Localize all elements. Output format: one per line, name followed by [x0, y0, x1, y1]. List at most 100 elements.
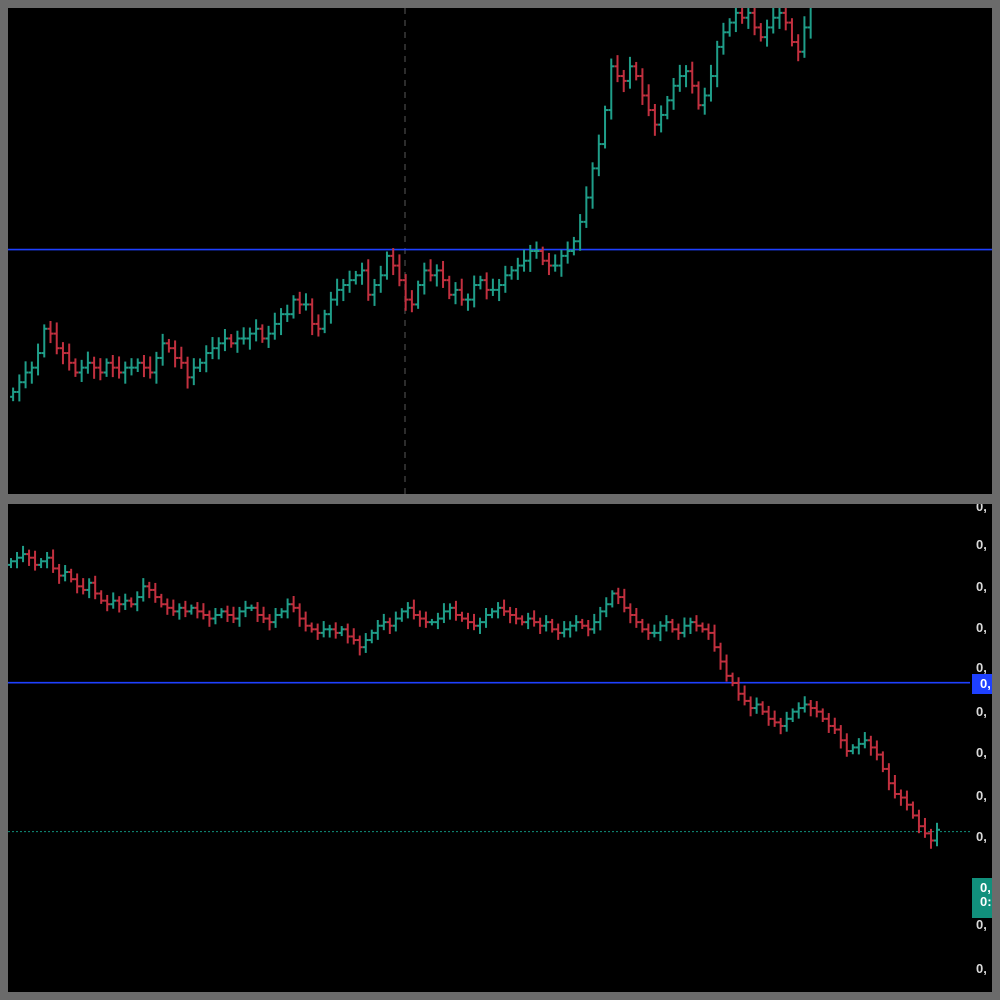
ohlc-bar: [561, 621, 568, 638]
ohlc-bar: [74, 573, 81, 594]
last-price-badge-line-2: 0:: [980, 894, 992, 909]
ohlc-bar: [705, 623, 712, 640]
ohlc-bar: [788, 18, 795, 47]
ohlc-bar: [109, 355, 116, 378]
ohlc-bar: [344, 623, 351, 644]
ohlc-bar: [134, 591, 141, 612]
ohlc-bar: [170, 599, 177, 616]
ohlc-bar: [182, 600, 189, 618]
ohlc-bar: [53, 322, 60, 355]
ohlc-bar: [699, 622, 706, 633]
ohlc-bar: [410, 599, 417, 620]
ohlc-bar: [365, 259, 372, 301]
ohlc-bar: [608, 58, 615, 120]
ohlc-bar: [383, 251, 390, 280]
ohlc-bar: [552, 254, 559, 272]
ohlc-bar: [147, 356, 154, 379]
ohlc-bar: [92, 575, 99, 600]
ohlc-bar: [570, 236, 577, 256]
ohlc-bar: [651, 624, 658, 638]
ohlc-bar: [533, 241, 540, 259]
ohlc-bar: [421, 262, 428, 295]
ohlc-bar: [633, 607, 640, 628]
ohlc-bar: [128, 358, 135, 376]
ohlc-bar: [464, 612, 471, 630]
ohlc-bar: [776, 8, 783, 29]
ohlc-bar: [32, 550, 39, 571]
ohlc-bar: [212, 607, 219, 625]
ohlc-bar: [675, 623, 682, 640]
ohlc-bar: [404, 602, 411, 619]
ohlc-bar: [521, 249, 528, 272]
ohlc-bar: [28, 361, 35, 384]
ohlc-bar: [639, 68, 646, 105]
ohlc-bar: [296, 291, 303, 314]
ohlc-bar: [396, 254, 403, 287]
y-axis-tick-label: 0,: [976, 504, 987, 514]
ohlc-bar: [284, 304, 291, 322]
ohlc-bar: [415, 280, 422, 309]
ohlc-bar: [782, 8, 789, 31]
ohlc-bar: [720, 22, 727, 55]
ohlc-bar: [707, 64, 714, 102]
ohlc-bar: [819, 708, 826, 723]
ohlc-bar: [501, 599, 508, 616]
ohlc-bar: [188, 604, 195, 615]
ohlc-bar: [695, 81, 702, 110]
ohlc-bar: [879, 751, 886, 773]
ohlc-bar: [519, 615, 526, 626]
ohlc-bar: [531, 610, 538, 627]
ohlc-bar: [701, 87, 708, 115]
ohlc-bar: [38, 558, 45, 569]
ohlc-bar: [314, 623, 321, 640]
ohlc-bar: [91, 356, 98, 379]
ohlc-bar: [689, 61, 696, 94]
ohlc-bar: [771, 710, 778, 727]
y-axis-tick-label: 0,: [976, 829, 987, 844]
ohlc-bar: [615, 587, 622, 605]
top-chart-pane[interactable]: [8, 8, 992, 494]
ohlc-bar: [795, 34, 802, 62]
bottom-chart-pane[interactable]: 0, 0, 0, 0, 0, 0, 0, 0, 0, 0, 0, 0, 0, 0…: [8, 504, 992, 992]
ohlc-bar: [134, 358, 141, 373]
ohlc-bar: [732, 8, 739, 33]
ohlc-bar: [915, 809, 922, 834]
ohlc-bar: [527, 244, 534, 272]
ohlc-bar: [577, 214, 584, 251]
ohlc-bar: [260, 606, 267, 624]
top-ohlc-chart[interactable]: [8, 8, 992, 494]
ohlc-bar: [783, 711, 790, 732]
y-axis-tick-label: 0,: [976, 788, 987, 803]
ohlc-bar: [246, 327, 253, 350]
y-axis-tick-label: 0,: [976, 579, 987, 594]
ohlc-bar: [242, 600, 249, 618]
ohlc-bar: [197, 358, 204, 373]
ohlc-bar: [103, 358, 110, 377]
ohlc-bar: [110, 592, 117, 609]
ohlc-bar: [302, 293, 309, 311]
ohlc-bar: [386, 617, 393, 634]
ohlc-bar: [496, 278, 503, 302]
ohlc-bar: [539, 246, 546, 266]
ohlc-bar: [359, 262, 366, 285]
ohlc-bar: [146, 581, 153, 599]
ohlc-bar: [218, 608, 225, 619]
ohlc-bar: [408, 290, 415, 313]
ohlc-bar: [296, 603, 303, 627]
ohlc-bar: [178, 346, 185, 369]
ohlc-bar: [502, 265, 509, 293]
ohlc-bar: [428, 618, 435, 626]
ohlc-bar: [813, 701, 820, 718]
ohlc-bar: [315, 314, 322, 337]
ohlc-bar: [72, 358, 79, 377]
ohlc-bar: [741, 685, 748, 706]
ohlc-bar: [390, 248, 397, 276]
ohlc-bar: [356, 635, 363, 656]
ohlc-bar: [927, 828, 934, 849]
ohlc-bar: [514, 257, 521, 280]
ohlc-bar: [22, 361, 29, 389]
ohlc-bar: [495, 602, 502, 619]
bottom-ohlc-chart[interactable]: [8, 504, 992, 992]
ohlc-bar: [84, 351, 91, 374]
ohlc-bar: [140, 355, 147, 378]
